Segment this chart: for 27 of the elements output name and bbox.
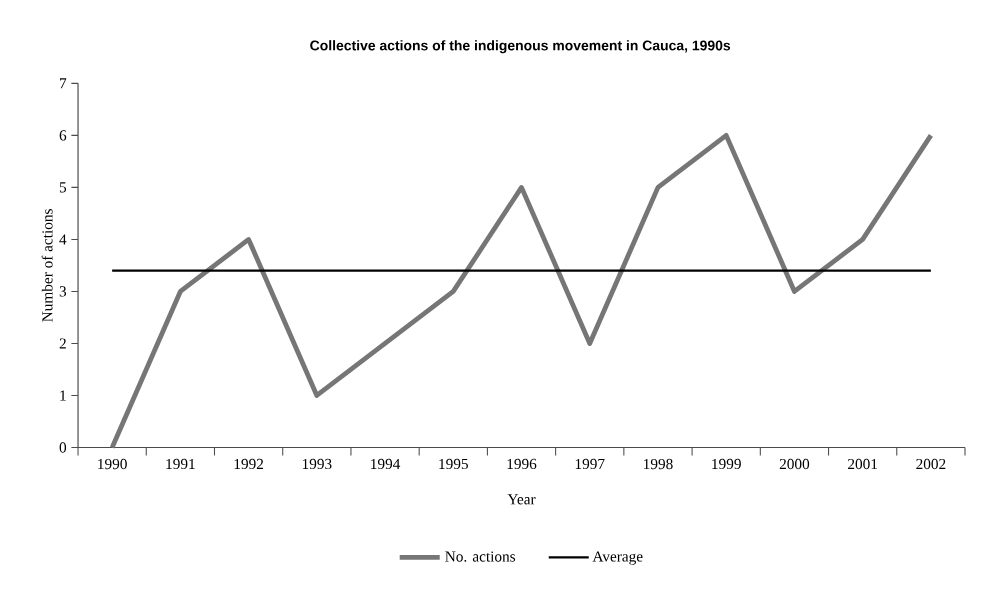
x-tick-label: 1993 bbox=[302, 459, 332, 470]
x-tick-label: 2002 bbox=[916, 459, 946, 470]
x-tick-label: 1990 bbox=[98, 459, 127, 470]
x-tick-label: 1998 bbox=[644, 459, 673, 470]
y-tick-label: 1 bbox=[60, 390, 66, 401]
y-tick-label: 2 bbox=[59, 338, 66, 349]
x-tick-label: 1999 bbox=[712, 459, 741, 470]
x-tick-label: 1995 bbox=[439, 459, 468, 470]
legend-label: No. actions bbox=[445, 551, 516, 562]
legend-label: Average bbox=[592, 551, 643, 565]
y-tick-label: 7 bbox=[60, 78, 67, 89]
y-tick-label: 3 bbox=[59, 286, 67, 297]
x-tick-label: 1996 bbox=[507, 459, 537, 470]
y-axis-title: Number of actions bbox=[41, 209, 53, 323]
x-tick-label: 1992 bbox=[234, 459, 264, 470]
y-tick-label: 4 bbox=[59, 234, 67, 245]
x-tick-label: 2001 bbox=[848, 459, 878, 470]
x-tick-label: 1994 bbox=[371, 459, 401, 470]
y-tick-label: 5 bbox=[59, 182, 67, 193]
line-series bbox=[109, 133, 934, 451]
y-tick-label: 6 bbox=[59, 130, 67, 141]
x-tick-label: 2000 bbox=[779, 459, 810, 470]
x-tick-label: 1997 bbox=[575, 459, 605, 470]
x-axis-title: Year bbox=[507, 494, 536, 505]
chart-title: Collective actions of the indigenous movement in Cauca, 1990s bbox=[310, 40, 731, 54]
x-tick-label: 1991 bbox=[166, 459, 195, 470]
y-tick-label: 0 bbox=[59, 442, 67, 453]
